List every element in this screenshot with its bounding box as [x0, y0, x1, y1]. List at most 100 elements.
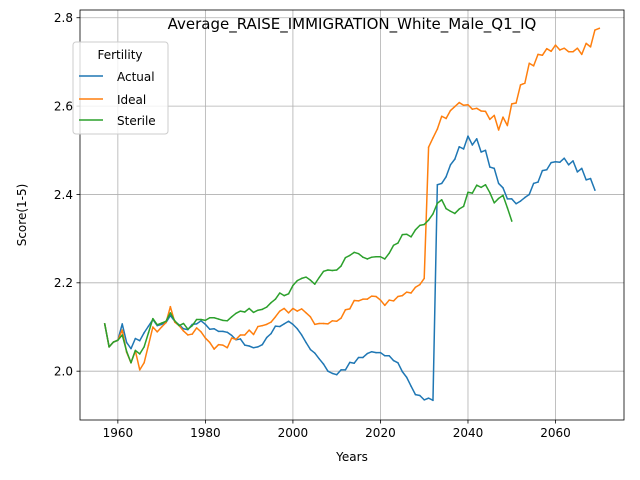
x-tick-label: 2000 — [278, 426, 309, 440]
data-point-actual — [349, 361, 351, 364]
data-point-sterile — [103, 323, 106, 325]
data-point-actual — [392, 359, 395, 362]
data-point-ideal — [353, 299, 355, 302]
data-point-ideal — [524, 82, 526, 84]
data-point-sterile — [502, 194, 504, 197]
data-point-ideal — [576, 47, 579, 49]
data-point-actual — [506, 198, 509, 200]
data-point-ideal — [493, 114, 495, 117]
data-point-actual — [594, 189, 596, 191]
data-point-ideal — [436, 128, 439, 130]
data-point-actual — [519, 200, 522, 202]
data-point-actual — [279, 325, 281, 328]
data-point-actual — [222, 330, 224, 333]
data-point-actual — [541, 169, 544, 172]
data-point-ideal — [554, 44, 557, 46]
data-point-sterile — [454, 212, 456, 215]
grid — [80, 10, 624, 420]
data-point-actual — [125, 341, 128, 344]
data-point-actual — [353, 362, 355, 364]
data-point-sterile — [204, 319, 207, 322]
data-point-ideal — [440, 115, 443, 118]
data-point-ideal — [419, 283, 421, 286]
data-point-actual — [567, 164, 570, 166]
data-point-actual — [300, 334, 303, 336]
data-point-ideal — [362, 298, 364, 300]
y-tick-label: 2.2 — [54, 276, 73, 290]
data-point-sterile — [419, 224, 421, 227]
data-point-sterile — [230, 316, 233, 318]
data-point-ideal — [279, 310, 281, 312]
data-point-sterile — [112, 341, 115, 343]
data-point-sterile — [200, 318, 202, 321]
data-point-ideal — [187, 334, 189, 336]
data-point-sterile — [432, 213, 434, 215]
data-point-ideal — [541, 54, 544, 57]
data-point-sterile — [436, 202, 439, 205]
data-point-sterile — [191, 324, 194, 327]
chart-title: Average_RAISE_IMMIGRATION_White_Male_Q1_… — [168, 15, 537, 34]
data-point-ideal — [589, 46, 592, 48]
data-point-actual — [261, 343, 264, 346]
y-axis-label: Score(1-5) — [15, 184, 29, 247]
data-point-ideal — [537, 53, 539, 56]
data-point-sterile — [384, 258, 386, 260]
data-point-ideal — [331, 320, 334, 322]
data-point-ideal — [563, 47, 566, 49]
data-point-actual — [213, 328, 215, 330]
data-point-sterile — [392, 244, 395, 247]
data-point-ideal — [265, 323, 268, 326]
data-point-actual — [510, 198, 513, 200]
data-point-actual — [462, 148, 465, 150]
data-point-ideal — [506, 124, 509, 127]
data-point-sterile — [292, 284, 294, 287]
data-point-ideal — [449, 109, 452, 112]
data-point-sterile — [366, 258, 369, 260]
x-axis-ticks: 1960 1980 2000 2020 2040 2060 — [103, 420, 571, 440]
data-point-actual — [257, 346, 259, 348]
data-point-ideal — [200, 331, 202, 333]
data-point-ideal — [423, 277, 425, 280]
data-point-actual — [366, 352, 369, 355]
data-point-ideal — [252, 333, 255, 336]
data-point-sterile — [471, 192, 474, 194]
x-tick-label: 1960 — [103, 426, 134, 440]
data-point-actual — [384, 354, 386, 357]
data-point-sterile — [362, 256, 364, 258]
data-point-sterile — [423, 223, 425, 226]
data-point-ideal — [261, 324, 264, 327]
y-tick-label: 2.8 — [54, 11, 73, 25]
data-point-actual — [375, 351, 377, 354]
y-tick-label: 2.6 — [54, 99, 73, 113]
data-point-sterile — [143, 346, 145, 348]
data-point-actual — [445, 176, 447, 178]
data-point-sterile — [156, 324, 158, 326]
data-point-sterile — [169, 312, 172, 314]
data-point-ideal — [392, 300, 395, 302]
data-point-ideal — [594, 29, 596, 31]
data-point-ideal — [502, 116, 504, 118]
data-point-sterile — [152, 317, 154, 320]
data-point-actual — [265, 336, 268, 339]
data-point-ideal — [410, 292, 412, 294]
data-point-ideal — [121, 329, 123, 331]
data-point-actual — [134, 337, 137, 340]
data-point-ideal — [497, 129, 500, 131]
data-point-sterile — [427, 219, 430, 221]
data-point-ideal — [239, 334, 242, 336]
data-point-ideal — [550, 50, 552, 53]
data-point-actual — [589, 177, 592, 180]
series-group — [103, 27, 601, 402]
data-point-sterile — [130, 362, 132, 364]
data-point-actual — [493, 167, 495, 170]
data-point-ideal — [567, 51, 570, 53]
data-point-sterile — [248, 307, 250, 310]
data-point-ideal — [414, 286, 417, 288]
data-point-ideal — [274, 316, 277, 318]
data-point-ideal — [344, 309, 347, 311]
data-point-sterile — [462, 205, 465, 208]
data-point-sterile — [340, 265, 342, 267]
data-point-actual — [331, 372, 334, 375]
data-point-ideal — [445, 117, 447, 120]
data-point-ideal — [484, 110, 487, 113]
